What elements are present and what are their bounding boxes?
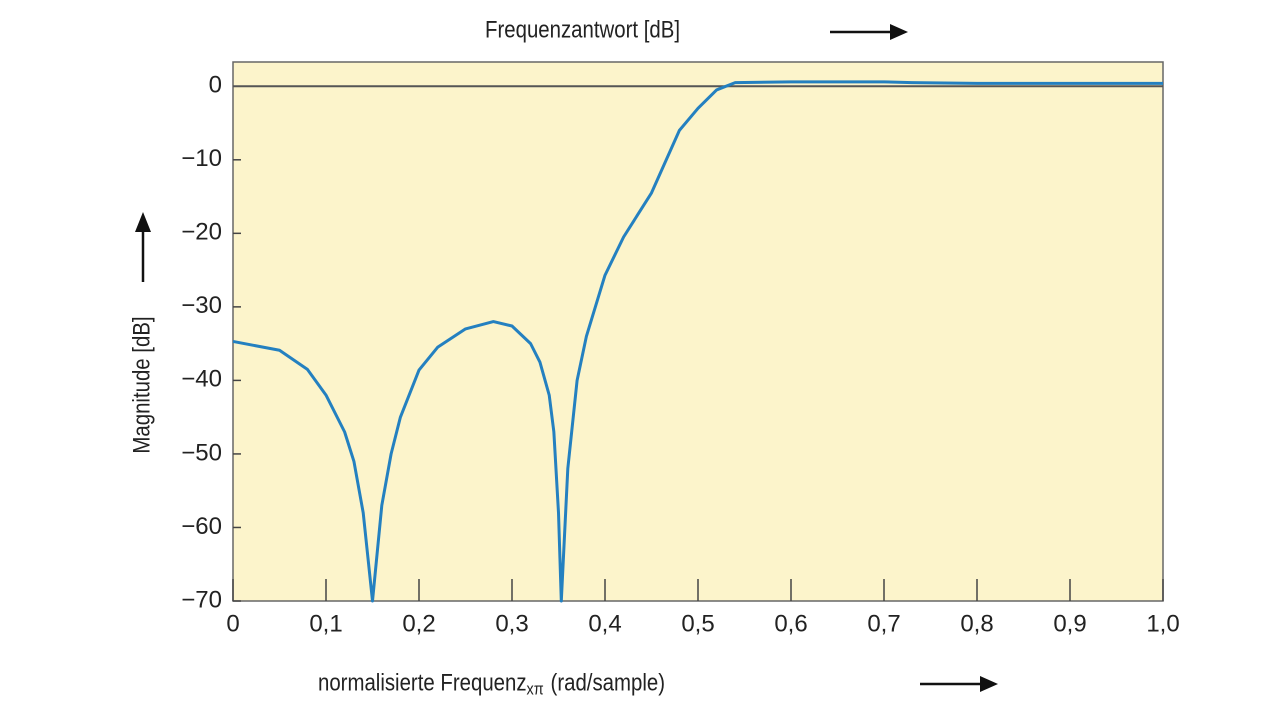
y-tick-label: −70 xyxy=(181,586,222,613)
x-tick-label: 0,7 xyxy=(867,610,900,637)
x-tick-label: 0,1 xyxy=(309,610,342,637)
x-tick-label: 0,9 xyxy=(1053,610,1086,637)
x-axis-label: normalisierte Frequenzxπ (rad/sample) xyxy=(318,669,665,699)
line xyxy=(232,80,1163,603)
y-tick-label: −40 xyxy=(181,366,222,393)
title-arrow xyxy=(830,24,908,40)
ylabel-arrow xyxy=(135,212,151,282)
x-tick-label: 0,2 xyxy=(402,610,435,637)
y-tick-label: −60 xyxy=(181,513,222,540)
x-label-subscript: xπ xyxy=(527,680,544,698)
x-label-main: normalisierte Frequenz xyxy=(318,669,527,696)
y-axis-label: Magnitude [dB] xyxy=(128,316,155,453)
x-label-suffix: (rad/sample) xyxy=(551,669,665,696)
x-tick-label: 0,4 xyxy=(588,610,621,637)
plot-area xyxy=(232,61,1164,602)
x-tick-label: 1,0 xyxy=(1146,610,1179,637)
xlabel-arrow xyxy=(920,676,998,692)
x-tick-label: 0,3 xyxy=(495,610,528,637)
x-tick-label: 0,5 xyxy=(681,610,714,637)
y-tick-label: −30 xyxy=(181,292,222,319)
x-tick-label: 0,6 xyxy=(774,610,807,637)
x-tick-label: 0 xyxy=(226,610,239,637)
x-tick-label: 0,8 xyxy=(960,610,993,637)
chart-title: Frequenzantwort [dB] xyxy=(485,16,680,43)
y-tick-label: −20 xyxy=(181,219,222,246)
y-tick-label: 0 xyxy=(209,72,222,99)
y-tick-label: −10 xyxy=(181,145,222,172)
y-tick-label: −50 xyxy=(181,439,222,466)
